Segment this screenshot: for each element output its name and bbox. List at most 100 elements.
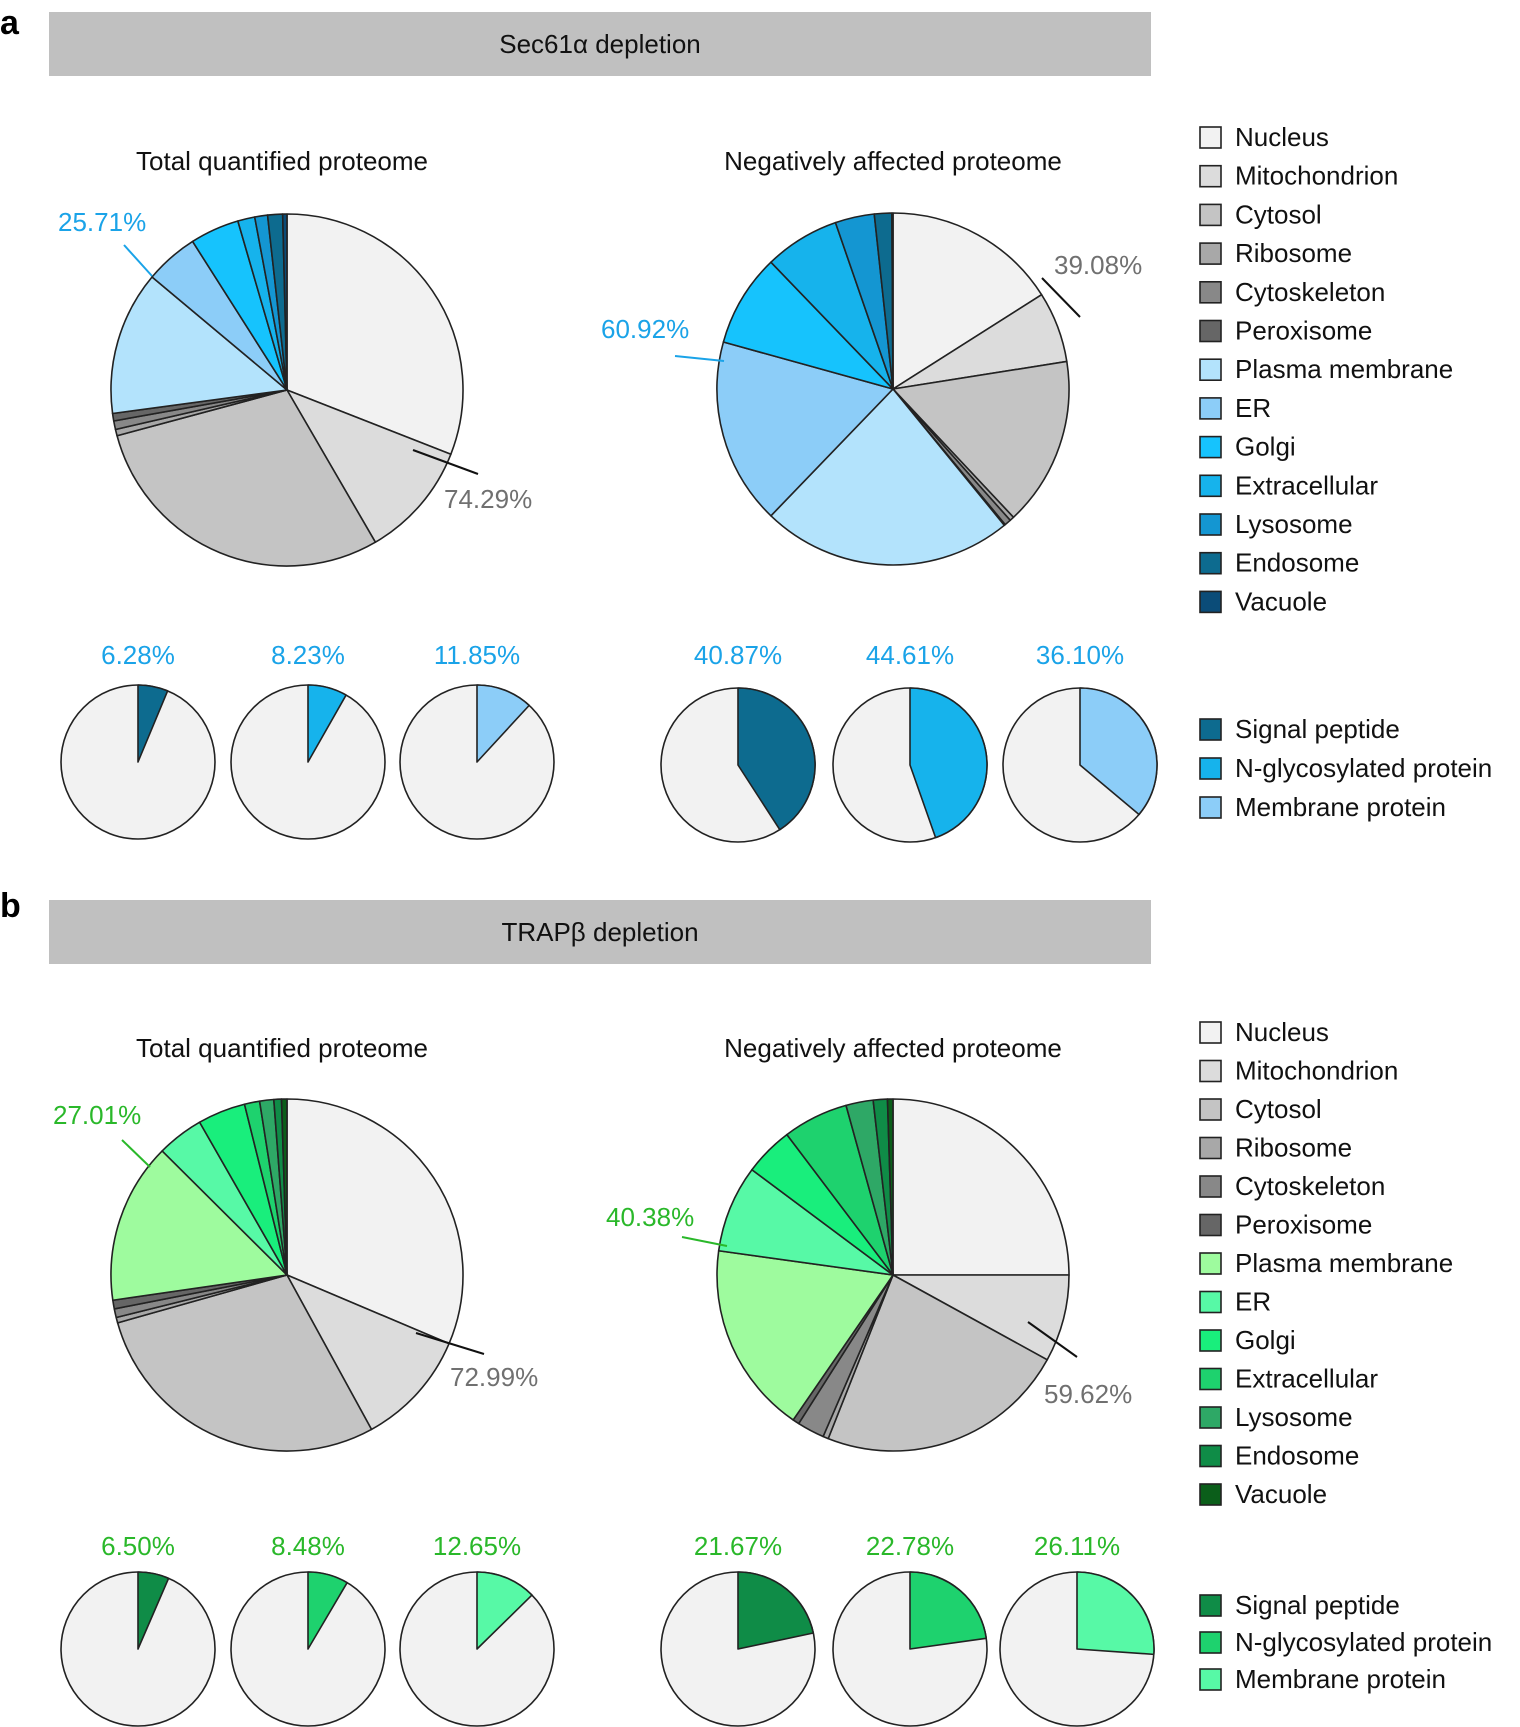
legend-a-label-extracellular: Extracellular (1235, 470, 1378, 500)
pie-chart-a-negative (716, 212, 1070, 566)
legend-a-feature-swatch-signal-peptide (1199, 718, 1222, 741)
legend-b-features: Signal peptide N-glycosylated protein Memb… (1199, 1590, 1492, 1694)
pie-chart-b-total (110, 1098, 464, 1452)
legend-b-label-peroxisome: Peroxisome (1235, 1210, 1372, 1240)
a-neg-slice-er (716, 341, 894, 517)
a-total-n-glycosylated-protein-label: 8.23% (271, 640, 345, 670)
annot-line-a-total-nonmembrane (412, 449, 479, 475)
legend-b-feature-label-signal-peptide: Signal peptide (1235, 1590, 1400, 1620)
panel-a-letter: a (0, 4, 20, 42)
annot-line-a-neg-nonmembrane (1041, 277, 1081, 318)
legend-a-swatch-ribosome (1199, 242, 1222, 265)
legend-a-swatch-nucleus (1199, 126, 1222, 149)
legend-a-swatch-plasma-membrane (1199, 358, 1222, 382)
legend-b-label-er: ER (1235, 1287, 1271, 1317)
legend-b-feature-swatch-signal-peptide (1199, 1594, 1222, 1617)
b-total-slice-plasma-membrane (110, 1150, 288, 1302)
a-total-signal-peptide-pie-slice (137, 684, 169, 763)
legend-a-swatch-endosome (1199, 551, 1222, 575)
legend-a-compartments: Nucleus Mitochondrion Cytosol Ribosome Cytos… (1199, 122, 1453, 616)
legend-b-swatch-vacuole (1199, 1483, 1222, 1506)
annot-line-b-neg-membrane (681, 1236, 728, 1247)
legend-a-feature-label-signal-peptide: Signal peptide (1235, 714, 1400, 744)
a-neg-slice-golgi (722, 261, 894, 390)
b-total-n-glycosylated-protein-label: 8.48% (271, 1531, 345, 1561)
a-total-slice-nucleus (286, 213, 464, 456)
b-total-slice-nucleus (286, 1098, 464, 1345)
annot-a-total-nonmembrane: 74.29% (444, 484, 532, 514)
legend-b-compartments: Nucleus Mitochondrion Cytosol Ribosome Cytos… (1199, 1017, 1453, 1509)
annot-a-total-membrane: 25.71% (58, 207, 146, 237)
legend-a-label-cytoskeleton: Cytoskeleton (1235, 277, 1385, 307)
legend-a-swatch-lysosome (1199, 513, 1222, 536)
legend-a-label-cytosol: Cytosol (1235, 199, 1322, 229)
b-neg-slice-er (717, 1168, 894, 1276)
annot-a-neg-membrane: 60.92% (601, 314, 689, 344)
legend-b-feature-swatch-n-glycosylated-protein (1199, 1631, 1222, 1654)
legend-a-label-vacuole: Vacuole (1235, 586, 1327, 616)
feature-pies-b-total: 6.50% 8.48% 12.65% (60, 1531, 555, 1727)
panel-b-total-title: Total quantified proteome (136, 1033, 428, 1063)
legend-b-feature-swatch-membrane-protein (1199, 1668, 1222, 1691)
legend-a-swatch-vacuole (1199, 590, 1222, 614)
annot-b-total-nonmembrane: 72.99% (450, 1362, 538, 1392)
legend-a-feature-swatch-n-glycosylated-protein (1199, 757, 1222, 780)
feature-pies-a-total: 6.28% 8.23% 11.85% (60, 640, 555, 840)
annot-line-a-total-membrane (123, 244, 153, 277)
annot-line-b-total-membrane (121, 1139, 151, 1168)
a-neg-membrane-protein-pie-slice (1079, 687, 1158, 816)
legend-b-label-golgi: Golgi (1235, 1325, 1296, 1355)
panel-b-banner-title: TRAPβ depletion (501, 917, 698, 947)
legend-a-swatch-cytoskeleton (1199, 280, 1222, 304)
legend-a-swatch-golgi (1199, 435, 1222, 459)
annot-b-total-membrane: 27.01% (53, 1100, 141, 1130)
annot-line-b-neg-nonmembrane (1027, 1321, 1078, 1358)
legend-b-label-plasma-membrane: Plasma membrane (1235, 1248, 1453, 1278)
legend-a-feature-label-membrane-protein: Membrane protein (1235, 792, 1446, 822)
pie-chart-a-total (110, 213, 464, 567)
legend-a-label-er: ER (1235, 393, 1271, 423)
panel-a-banner (49, 12, 1151, 76)
panel-b-banner (49, 900, 1151, 964)
b-neg-slice-mitochondrion (892, 1274, 1070, 1361)
legend-b-swatch-plasma-membrane (1199, 1252, 1222, 1275)
legend-b-swatch-peroxisome (1199, 1213, 1222, 1237)
legend-b-label-nucleus: Nucleus (1235, 1017, 1329, 1047)
legend-b-swatch-lysosome (1199, 1406, 1222, 1429)
legend-a-swatch-mitochondrion (1199, 164, 1222, 188)
legend-b-swatch-extracellular (1199, 1367, 1222, 1391)
legend-b-swatch-cytosol (1199, 1098, 1222, 1121)
legend-a-label-mitochondrion: Mitochondrion (1235, 161, 1398, 191)
annot-b-neg-membrane: 40.38% (606, 1202, 694, 1232)
b-neg-slice-vacuole (886, 1098, 894, 1276)
a-neg-membrane-protein-label: 36.10% (1036, 640, 1124, 670)
legend-b-swatch-nucleus (1199, 1021, 1222, 1044)
legend-a-label-plasma-membrane: Plasma membrane (1235, 354, 1453, 384)
legend-b-label-cytoskeleton: Cytoskeleton (1235, 1171, 1385, 1201)
b-neg-slice-nucleus (892, 1098, 1070, 1276)
legend-a-label-peroxisome: Peroxisome (1235, 316, 1372, 346)
annot-line-b-total-nonmembrane (415, 1332, 485, 1355)
b-total-slice-vacuole (280, 1098, 288, 1276)
b-total-signal-peptide-label: 6.50% (101, 1531, 175, 1561)
a-neg-signal-peptide-label: 40.87% (694, 640, 782, 670)
feature-pies-b-negative: 21.67% 22.78% 26.11% (660, 1531, 1155, 1727)
legend-b-label-lysosome: Lysosome (1235, 1402, 1353, 1432)
legend-a-label-ribosome: Ribosome (1235, 238, 1352, 268)
b-total-n-glycosylated-protein-pie-slice (307, 1571, 348, 1650)
a-neg-slice-plasma-membrane (770, 388, 1006, 566)
legend-b-label-ribosome: Ribosome (1235, 1133, 1352, 1163)
a-neg-slice-vacuole (891, 212, 894, 390)
a-neg-slice-nucleus (892, 212, 1043, 390)
legend-b-feature-label-n-glycosylated-protein: N-glycosylated protein (1235, 1627, 1492, 1657)
legend-b-swatch-golgi (1199, 1329, 1222, 1352)
pie-chart-b-negative (716, 1098, 1070, 1452)
b-total-slice-cytosol (116, 1274, 373, 1452)
a-neg-n-glycosylated-protein-pie-slice (909, 687, 988, 839)
b-neg-slice-plasma-membrane (716, 1249, 894, 1421)
a-total-slice-plasma-membrane (110, 276, 288, 415)
legend-b-label-vacuole: Vacuole (1235, 1479, 1327, 1509)
a-total-slice-mitochondrion (286, 389, 452, 543)
annot-line-a-neg-membrane (674, 355, 725, 362)
